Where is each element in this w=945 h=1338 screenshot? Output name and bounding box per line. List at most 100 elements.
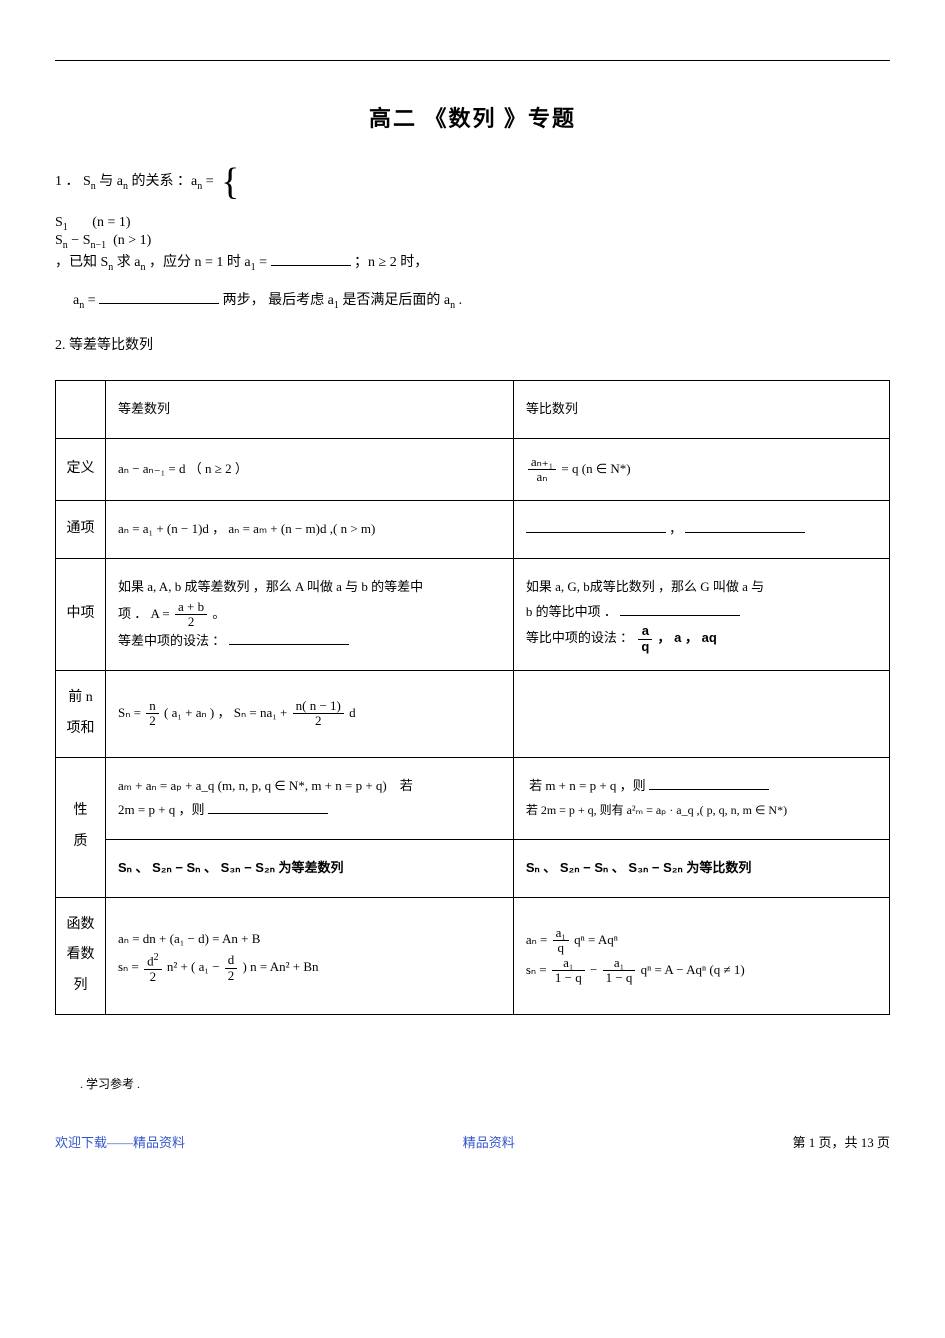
cell-arith-gen: aₙ = a₁ + (n − 1)d ， aₙ = aₘ + (n − m)d … — [106, 501, 514, 559]
t: d — [349, 705, 356, 720]
t: 是否满足后面的 a — [342, 293, 450, 308]
cell-geom-func: aₙ = a₁ q qⁿ = Aqⁿ sₙ = a₁ 1 − q − a₁ 1 … — [513, 897, 889, 1014]
t: 等比中项的设法 ： — [526, 630, 633, 645]
top-rule — [55, 60, 890, 61]
t: 项 ． A = — [118, 605, 173, 620]
t: (n > 1) — [113, 233, 151, 248]
t: ( a₁ + aₙ ) ， Sₙ = na₁ + — [164, 705, 291, 720]
sup: 2 — [154, 952, 159, 963]
t: 如果 a, G, b成等比数列 ，那么 G 叫做 a 与 — [526, 575, 877, 600]
fill-blank — [526, 520, 666, 533]
table-row: 前 n 项和 Sₙ = n 2 ( a₁ + aₙ ) ， Sₙ = na₁ +… — [56, 670, 890, 757]
row-label: 定义 — [56, 438, 106, 501]
t: qⁿ = A − Aqⁿ (q ≠ 1) — [641, 962, 745, 977]
section-1-line-2: an = 两步， 最后考虑 a1 是否满足后面的 an . — [73, 286, 890, 317]
t: a + b — [175, 600, 207, 614]
th-geom: 等比数列 — [513, 380, 889, 438]
t: q — [638, 639, 652, 654]
fraction: d2 2 — [144, 952, 162, 984]
t: b 的等比中项 ． — [526, 604, 617, 619]
line: sₙ = a₁ 1 − q − a₁ 1 − q qⁿ = A − Aqⁿ (q… — [526, 956, 877, 986]
cell-arith-prop: aₘ + aₙ = aₚ + a_q (m, n, p, q ∈ N*, m +… — [106, 757, 514, 839]
t: Sₙ 、 S₂ₙ − Sₙ 、 S₃ₙ − S₂ₙ 为等差数列 — [118, 860, 344, 875]
t: aₙ₊₁ — [528, 455, 556, 469]
fill-blank — [620, 603, 740, 616]
t: 若 m + n = p + q ，则 — [529, 778, 646, 793]
t: qⁿ = Aqⁿ — [574, 932, 618, 947]
cell-geom-ssum: Sₙ 、 S₂ₙ − Sₙ 、 S₃ₙ − S₂ₙ 为等比数列 — [513, 839, 889, 897]
line: 等比中项的设法 ： a q ， a ， aq — [526, 624, 877, 654]
piecewise: { — [221, 163, 241, 201]
line: 若 m + n = p + q ，则 — [526, 774, 877, 799]
cell-arith-func: aₙ = dn + (a₁ − d) = An + B sₙ = d2 2 n²… — [106, 897, 514, 1014]
sub: n — [141, 261, 146, 272]
line: 2m = p + q ，则 — [118, 798, 501, 823]
cell-arith-sum: Sₙ = n 2 ( a₁ + aₙ ) ， Sₙ = na₁ + n( n −… — [106, 670, 514, 757]
t: = q (n ∈ N*) — [561, 460, 630, 475]
cell-geom-mid: 如果 a, G, b成等比数列 ，那么 G 叫做 a 与 b 的等比中项 ． 等… — [513, 558, 889, 670]
t: 2 — [225, 968, 238, 983]
comparison-table: 等差数列 等比数列 定义 aₙ − aₙ₋₁ = d （ n ≥ 2 ） aₙ₊… — [55, 380, 890, 1015]
t: ， a ， aq — [658, 630, 717, 645]
t: ，应分 n = 1 时 a — [149, 255, 251, 270]
t: d — [225, 953, 238, 967]
fill-blank — [649, 777, 769, 790]
fraction: n 2 — [146, 699, 159, 729]
table-row: Sₙ 、 S₂ₙ − Sₙ 、 S₃ₙ − S₂ₙ 为等差数列 Sₙ 、 S₂ₙ… — [56, 839, 890, 897]
table-row: 性 质 aₘ + aₙ = aₚ + a_q (m, n, p, q ∈ N*,… — [56, 757, 890, 839]
t: (n = 1) — [92, 215, 130, 230]
t: d2 — [144, 952, 162, 969]
t: = — [259, 255, 270, 270]
t: Sₙ = — [118, 705, 144, 720]
t: sₙ = — [118, 959, 142, 974]
t: 如果 a, A, b 成等差数列 ，那么 A 叫做 a 与 b 的等差中 — [118, 575, 501, 600]
t: sₙ = — [526, 962, 550, 977]
footer-center: 精品资料 — [463, 1132, 515, 1151]
t: 若 2m = p + q, 则有 a²ₘ = aₚ · a_q ,( p, q,… — [526, 799, 877, 822]
cell-arith-mid: 如果 a, A, b 成等差数列 ，那么 A 叫做 a 与 b 的等差中 项 ．… — [106, 558, 514, 670]
t: aₙ = a₁ + (n − 1)d ， aₙ = aₘ + (n − m)d … — [118, 521, 375, 536]
fraction: a₁ 1 − q — [603, 956, 636, 986]
fraction: a + b 2 — [175, 600, 207, 630]
th-blank — [56, 380, 106, 438]
t: 1 − q — [603, 970, 636, 985]
t: 1 − q — [552, 970, 585, 985]
t: q — [553, 940, 569, 955]
fraction: a₁ 1 − q — [552, 956, 585, 986]
cell-geom-prop: 若 m + n = p + q ，则 若 2m = p + q, 则有 a²ₘ … — [513, 757, 889, 839]
t: − S — [71, 233, 90, 248]
row-label: 函数 看数 列 — [56, 897, 106, 1014]
t: 2 — [293, 713, 344, 728]
fraction: aₙ₊₁ aₙ — [528, 455, 556, 485]
footer-ref: . 学习参考 . — [80, 1075, 890, 1092]
brace-icon: { — [221, 163, 239, 201]
t: a₁ — [552, 956, 585, 970]
sub-n: n — [91, 181, 96, 192]
fraction: n( n − 1) 2 — [293, 699, 344, 729]
footer-row: 欢迎下载——精品资料 精品资料 第 1 页，共 13 页 — [55, 1132, 890, 1151]
cell-geom-gen: ， — [513, 501, 889, 559]
t: ) n = An² + Bn — [243, 959, 319, 974]
page-title: 高二 《数列 》专题 — [55, 101, 890, 133]
footer-right: 第 1 页，共 13 页 — [792, 1132, 890, 1151]
t: Sₙ 、 S₂ₙ − Sₙ 、 S₃ₙ − S₂ₙ 为等比数列 — [526, 860, 752, 875]
fraction: d 2 — [225, 953, 238, 983]
sub: n — [108, 261, 113, 272]
line: 等差中项的设法 ： — [118, 629, 501, 654]
t: 等差中项的设法 ： — [118, 633, 225, 648]
t: = — [206, 174, 217, 189]
t: a₁ — [553, 926, 569, 940]
t: ，已知 S — [55, 255, 108, 270]
t: n² + ( a₁ − — [167, 959, 223, 974]
t: 2 — [144, 969, 162, 984]
sub-n: n — [123, 181, 128, 192]
t: aₙ = — [526, 932, 551, 947]
row-label: 前 n 项和 — [56, 670, 106, 757]
t: S — [55, 233, 63, 248]
t: ；n ≥ 2 时， — [354, 255, 428, 270]
t: − — [590, 962, 601, 977]
t: = — [88, 293, 99, 308]
line: b 的等比中项 ． — [526, 600, 877, 625]
sec1-num: 1 ． — [55, 174, 80, 189]
t: n — [146, 699, 159, 713]
